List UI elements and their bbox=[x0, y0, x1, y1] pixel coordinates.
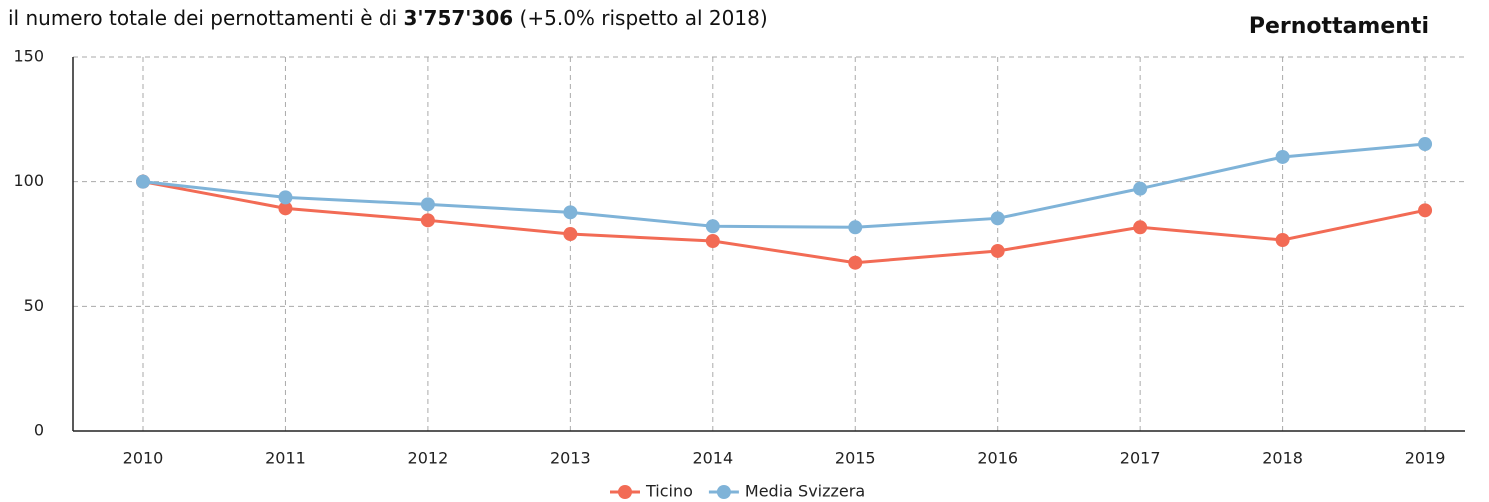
x-tick-label: 2014 bbox=[692, 449, 733, 468]
point bbox=[420, 197, 435, 212]
point bbox=[278, 190, 293, 205]
point bbox=[136, 174, 150, 189]
point bbox=[990, 211, 1005, 226]
subtitle-number: 3'757'306 bbox=[403, 6, 514, 30]
legend-label: Ticino bbox=[645, 482, 693, 501]
x-tick-label: 2010 bbox=[123, 449, 164, 468]
x-tick-label: 2017 bbox=[1120, 449, 1161, 468]
x-tick-label: 2016 bbox=[977, 449, 1018, 468]
point bbox=[1275, 233, 1290, 248]
subtitle: il numero totale dei pernottamenti è di … bbox=[8, 6, 768, 30]
chart-title: Pernottamenti bbox=[1248, 14, 1429, 39]
point bbox=[848, 220, 863, 235]
point bbox=[705, 234, 720, 249]
point bbox=[420, 213, 435, 228]
legend-marker bbox=[618, 485, 632, 499]
x-tick-label: 2012 bbox=[408, 449, 449, 468]
point bbox=[848, 255, 863, 270]
y-tick-label: 50 bbox=[24, 296, 44, 315]
point bbox=[1275, 149, 1290, 164]
legend-label: Media Svizzera bbox=[745, 482, 865, 501]
subtitle-text: il numero totale dei pernottamenti è di bbox=[8, 6, 404, 30]
point bbox=[990, 243, 1005, 258]
point bbox=[1418, 203, 1433, 218]
y-tick-label: 100 bbox=[13, 171, 44, 190]
legend-marker bbox=[716, 485, 731, 499]
point bbox=[1418, 137, 1433, 152]
x-tick-label: 2011 bbox=[265, 449, 306, 468]
point bbox=[563, 227, 578, 242]
point bbox=[1133, 220, 1148, 235]
series-line bbox=[142, 142, 1426, 229]
x-tick-label: 2013 bbox=[550, 449, 591, 468]
x-tick-label: 2015 bbox=[835, 449, 876, 468]
y-tick-label: 0 bbox=[34, 421, 44, 440]
x-tick-label: 2019 bbox=[1405, 449, 1446, 468]
subtitle-text: (+5.0% rispetto al 2018) bbox=[513, 6, 768, 30]
series-line bbox=[142, 180, 1426, 265]
x-tick-label: 2018 bbox=[1262, 449, 1303, 468]
point bbox=[278, 201, 293, 216]
point bbox=[705, 219, 720, 234]
y-tick-label: 150 bbox=[13, 47, 44, 66]
point bbox=[563, 205, 578, 220]
point bbox=[1133, 181, 1148, 196]
